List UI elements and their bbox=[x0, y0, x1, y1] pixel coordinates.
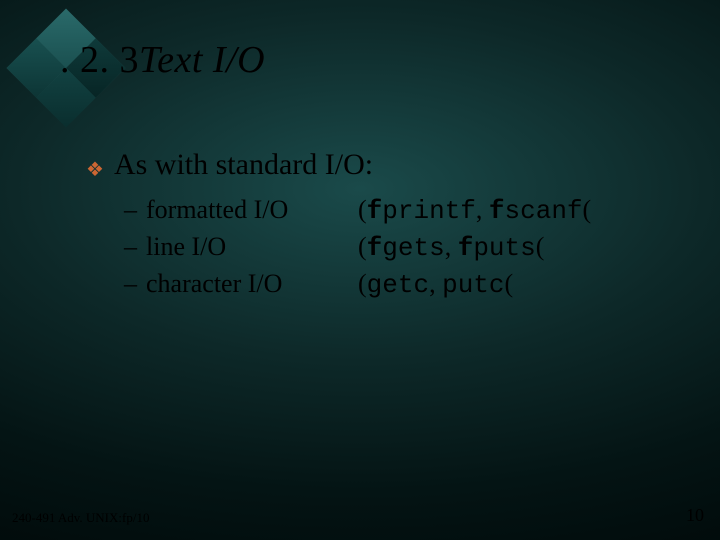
item-functions: (fgets, fputs( bbox=[358, 229, 544, 266]
diamond-bullet-icon: ❖ bbox=[86, 157, 104, 182]
item-functions: (getc, putc( bbox=[358, 266, 513, 303]
title-prefix: . 2. 3 bbox=[60, 39, 139, 81]
lead-line: ❖ As with standard I/O: bbox=[86, 148, 591, 182]
dash-bullet: – bbox=[124, 266, 146, 303]
dash-bullet: – bbox=[124, 192, 146, 229]
item-list: – formatted I/O (fprintf, fscanf( – line… bbox=[124, 192, 591, 303]
slide-title: . 2. 3Text I/O bbox=[60, 38, 265, 82]
slide-content: ❖ As with standard I/O: – formatted I/O … bbox=[86, 148, 591, 303]
slide-number: 10 bbox=[686, 505, 704, 526]
item-label: formatted I/O bbox=[146, 192, 358, 229]
dash-bullet: – bbox=[124, 229, 146, 266]
list-item: – character I/O (getc, putc( bbox=[124, 266, 591, 303]
list-item: – formatted I/O (fprintf, fscanf( bbox=[124, 192, 591, 229]
list-item: – line I/O (fgets, fputs( bbox=[124, 229, 591, 266]
title-text: Text I/O bbox=[139, 39, 265, 81]
item-label: character I/O bbox=[146, 266, 358, 303]
item-functions: (fprintf, fscanf( bbox=[358, 192, 591, 229]
lead-text: As with standard I/O: bbox=[114, 148, 373, 182]
item-label: line I/O bbox=[146, 229, 358, 266]
footer-left: 240-491 Adv. UNIX:fp/10 bbox=[12, 510, 149, 526]
